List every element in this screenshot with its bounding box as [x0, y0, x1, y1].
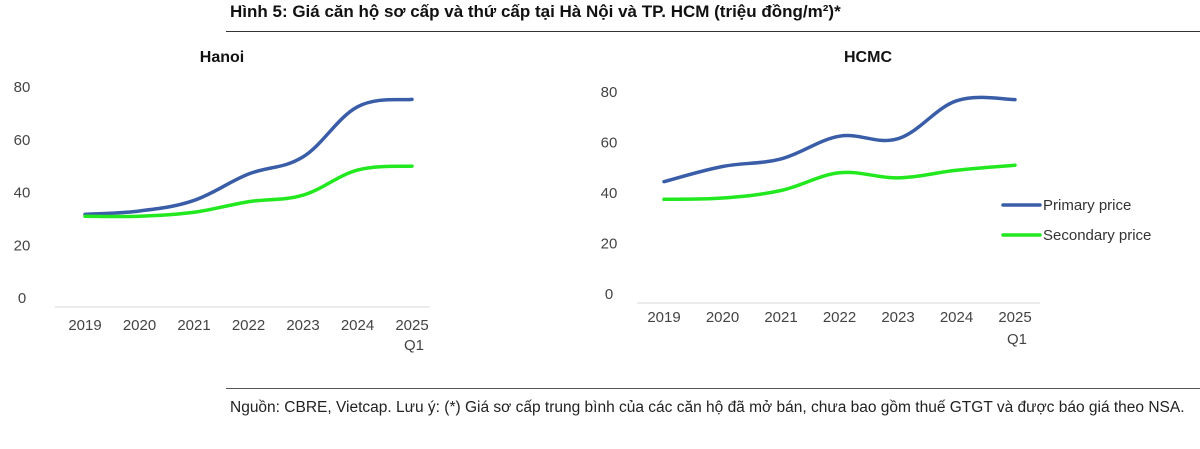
hanoi-secondary-price-line	[83, 164, 414, 219]
hcmc-y-tick-label: 60	[601, 135, 618, 152]
hcmc-x-tick-sublabel: Q1	[1007, 331, 1027, 348]
hanoi-x-tick-label: 2024	[341, 317, 374, 334]
hcmc-x-tick-label: 2023	[881, 309, 914, 326]
hanoi-x-tick-label: 2019	[68, 317, 101, 334]
hcmc-x-tick-label: 2021	[764, 309, 797, 326]
hcmc-x-tick-label: 2024	[940, 309, 973, 326]
hcmc-y-tick-label: 0	[605, 286, 613, 303]
chart-area: Hanoi 0 20 40 60 80 2019 2020 2021 2022 2023 2024 20…	[14, 49, 1152, 354]
hanoi-y-tick-label: 20	[14, 237, 31, 254]
hcmc-x-tick-label: 2025	[998, 309, 1031, 326]
source-note: Nguồn: CBRE, Vietcap. Lưu ý: (*) Giá sơ …	[230, 399, 1185, 416]
hcmc-x-tick-label: 2020	[706, 309, 739, 326]
legend-primary-price-label: Primary price	[1043, 197, 1131, 214]
hcmc-y-tick-label: 40	[601, 185, 618, 202]
hcmc-chart-title: HCMC	[844, 49, 892, 66]
hanoi-x-tick-label: 2023	[286, 317, 319, 334]
legend-secondary-price-label: Secondary price	[1043, 227, 1151, 244]
hanoi-chart-title: Hanoi	[200, 49, 244, 66]
hanoi-x-tick-sublabel: Q1	[404, 337, 424, 354]
figure-title: Hình 5: Giá căn hộ sơ cấp và thứ cấp tại…	[230, 2, 841, 21]
hanoi-x-tick-label: 2021	[177, 317, 210, 334]
hanoi-y-tick-label: 40	[14, 185, 31, 202]
bottom-rule	[226, 388, 1200, 389]
hcmc-x-tick-label: 2022	[823, 309, 856, 326]
hanoi-y-tick-label: 60	[14, 132, 31, 149]
top-rule	[226, 31, 1200, 32]
hcmc-y-tick-label: 20	[601, 236, 618, 253]
hanoi-x-tick-label: 2022	[232, 317, 265, 334]
hcmc-secondary-price-line	[662, 163, 1017, 202]
hanoi-primary-price-line	[83, 97, 414, 217]
hanoi-x-tick-label: 2020	[123, 317, 156, 334]
hanoi-x-tick-label: 2025	[395, 317, 428, 334]
hanoi-y-tick-label: 0	[18, 290, 26, 307]
hcmc-primary-price-line	[662, 95, 1017, 184]
hcmc-y-tick-label: 80	[601, 84, 618, 101]
hanoi-y-tick-label: 80	[14, 79, 31, 96]
hcmc-x-tick-label: 2019	[647, 309, 680, 326]
